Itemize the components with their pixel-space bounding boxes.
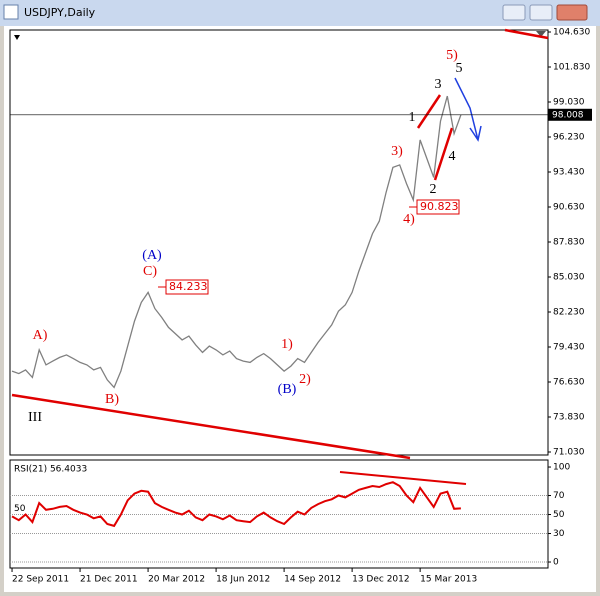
y-tick-label: 85.030 <box>553 273 585 283</box>
wave-label: A) <box>33 328 48 343</box>
wave-label: 3) <box>391 144 403 159</box>
trend-line <box>504 28 549 40</box>
y-tick-label: 70 <box>553 491 565 501</box>
wave-label: 5 <box>456 61 463 76</box>
last-price-label: 98.008 <box>552 110 584 120</box>
marker <box>14 35 20 40</box>
rsi-title: RSI(21) 56.4033 <box>14 465 87 475</box>
y-tick-label: 100 <box>553 463 570 473</box>
chart-area <box>4 26 596 592</box>
wave-label: C) <box>143 264 157 279</box>
y-tick-label: 96.230 <box>553 133 585 143</box>
trend-line <box>433 127 454 181</box>
wave-label: B) <box>105 392 119 407</box>
wave-label: 2 <box>430 182 437 197</box>
wave-label: 4) <box>403 212 415 227</box>
y-tick-label: 101.830 <box>553 63 590 73</box>
price-label: 90.823 <box>420 200 459 213</box>
x-tick-label: 18 Jun 2012 <box>216 575 270 585</box>
title-bar <box>0 0 600 26</box>
marker <box>536 31 546 37</box>
wave-label: (A) <box>142 248 162 263</box>
window-title: USDJPY,Daily <box>24 6 96 19</box>
price-line <box>11 95 462 389</box>
x-tick-label: 13 Dec 2012 <box>352 575 410 585</box>
y-tick-label: 93.430 <box>553 168 585 178</box>
x-tick-label: 14 Sep 2012 <box>284 575 341 585</box>
minimize-button[interactable] <box>502 4 526 21</box>
price-label: 84.233 <box>169 280 208 293</box>
wave-label: 5) <box>446 48 458 63</box>
y-tick-label: 76.630 <box>553 378 585 388</box>
x-tick-label: 21 Dec 2011 <box>80 575 138 585</box>
rsi-panel <box>9 459 549 569</box>
trend-line <box>416 94 442 129</box>
y-tick-label: 71.030 <box>553 448 585 458</box>
wave-label: (B) <box>278 382 297 397</box>
rsi-trend-line <box>339 471 467 485</box>
price-label-box <box>416 199 460 215</box>
wave-label: 2) <box>299 372 311 387</box>
trend-line <box>11 393 411 460</box>
y-tick-label: 90.630 <box>553 203 585 213</box>
wave-label: 4 <box>449 149 456 164</box>
price-label-box <box>165 279 209 295</box>
y-tick-label: 104.630 <box>553 28 590 38</box>
y-tick-label: 82.230 <box>553 308 585 318</box>
y-tick-label: 50 <box>553 510 565 520</box>
maximize-button[interactable] <box>529 4 553 21</box>
close-button[interactable] <box>556 4 588 21</box>
y-tick-label: 30 <box>553 529 565 539</box>
x-tick-label: 15 Mar 2013 <box>420 575 477 585</box>
rsi-level-label: 50 <box>14 504 26 514</box>
window-icon <box>3 4 19 20</box>
y-tick-label: 73.830 <box>553 413 585 423</box>
x-tick-label: 20 Mar 2012 <box>148 575 205 585</box>
y-tick-label: 79.430 <box>553 343 585 353</box>
wave-label: III <box>28 410 42 425</box>
wave-label: 1 <box>409 110 416 125</box>
projection-arrow <box>454 77 482 142</box>
y-tick-label: 0 <box>553 558 559 568</box>
rsi-line <box>11 481 461 528</box>
y-tick-label: 87.830 <box>553 238 585 248</box>
wave-label: 1) <box>281 337 293 352</box>
last-price-box <box>548 108 592 121</box>
wave-label: 3 <box>435 77 442 92</box>
x-tick-label: 22 Sep 2011 <box>12 575 69 585</box>
y-tick-label: 99.030 <box>553 98 585 108</box>
